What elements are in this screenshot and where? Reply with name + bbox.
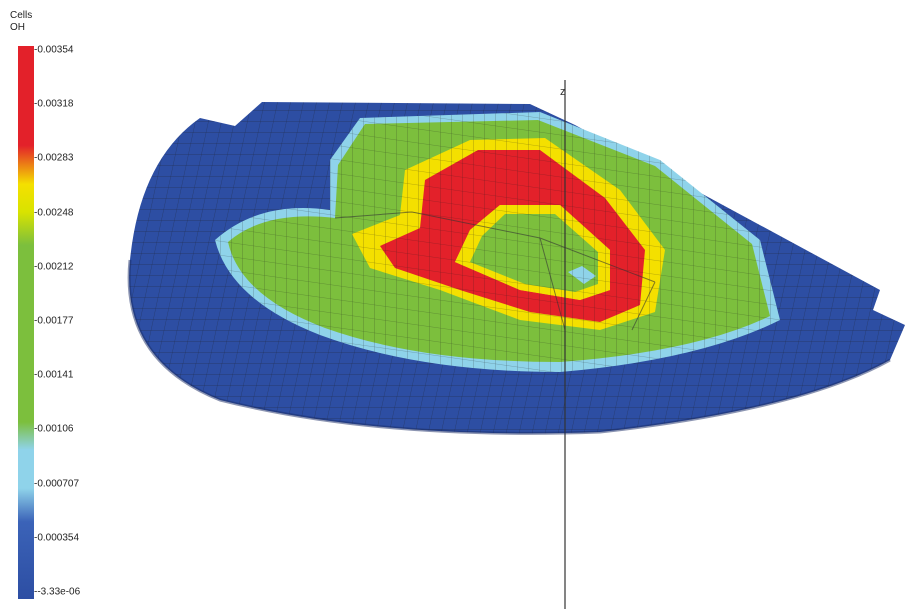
mesh-cut-edge [334,211,656,331]
legend-tick-label: 0.00283 [34,153,73,164]
legend-tick-label: 0.00248 [34,207,73,218]
legend-tick-label: 0.00141 [34,370,73,381]
legend-tick-label: 0.00177 [34,316,73,327]
legend-tick-label: -3.33e-06 [34,587,80,598]
legend-tick-label: 0.00318 [34,99,73,110]
z-axis-label: z [560,86,566,98]
legend-title: Cells OH [10,10,32,34]
legend-tick-label: 0.00106 [34,424,73,435]
outer-rim-shadow [127,259,891,435]
legend-tick-label: 0.000707 [34,478,79,489]
mesh-grid-overlay [215,112,780,372]
legend-tick-labels: 0.00354 0.00318 0.00283 0.00248 0.00212 0.001… [0,0,140,609]
color-legend-bar [18,46,34,599]
legend-tick-label: 0.00212 [34,261,73,272]
legend-title-variable: OH [10,22,25,33]
legend-title-cells: Cells [10,10,33,21]
legend-tick-label: 0.00354 [34,45,73,56]
legend-tick-label: 0.000354 [34,532,79,543]
